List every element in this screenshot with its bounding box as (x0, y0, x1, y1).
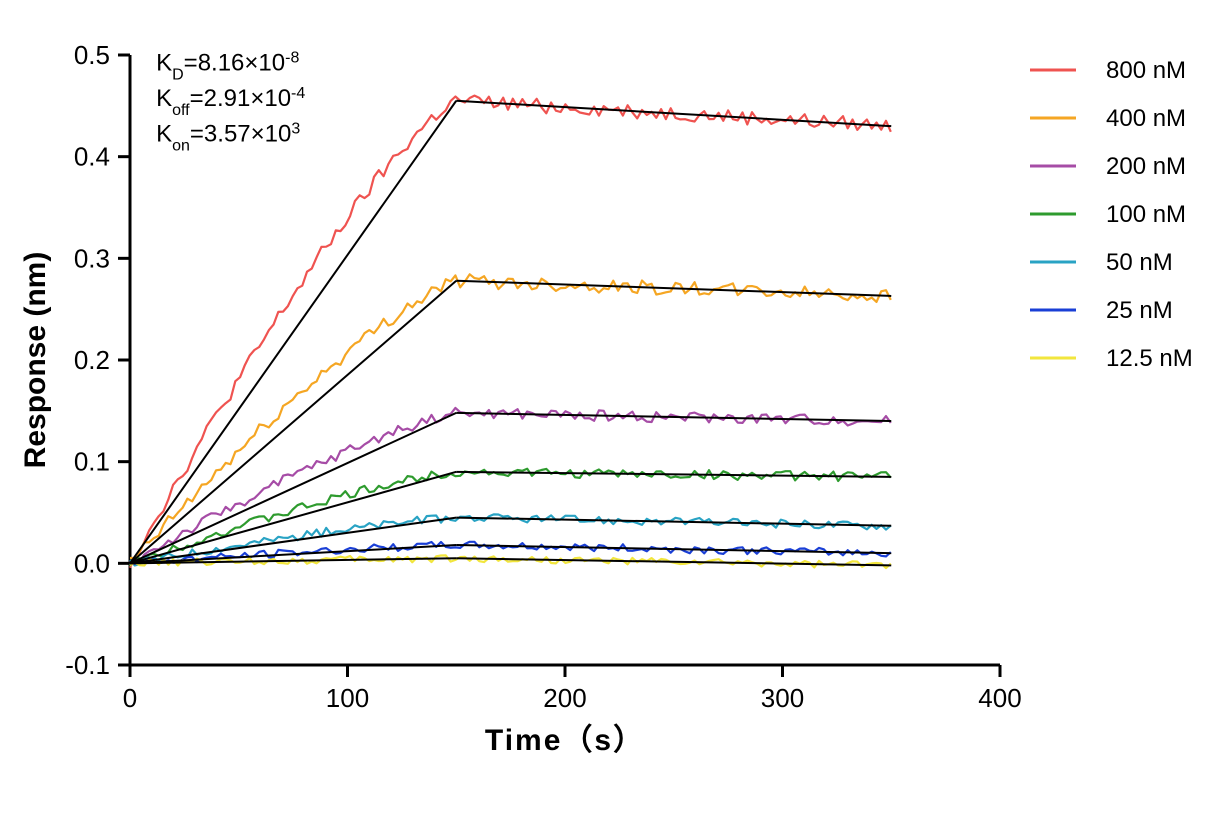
legend-label: 100 nM (1106, 201, 1186, 228)
x-tick-label: 100 (326, 683, 369, 713)
series-line (130, 96, 891, 568)
series-line (130, 408, 891, 563)
y-tick-label: 0.3 (74, 243, 110, 273)
y-tick-label: 0.1 (74, 447, 110, 477)
kinetics-annotation: Koff=2.91×10-4 (156, 84, 305, 118)
y-tick-label: 0.0 (74, 548, 110, 578)
x-tick-label: 200 (543, 683, 586, 713)
fit-line-dissoc (456, 101, 891, 126)
curves-group (130, 96, 891, 568)
y-tick-label: 0.5 (74, 40, 110, 70)
x-tick-label: 300 (761, 683, 804, 713)
legend-label: 50 nM (1106, 249, 1173, 276)
legend-label: 400 nM (1106, 105, 1186, 132)
legend-group: 800 nM 400 nM 200 nM 100 nM 50 nM 25 nM 12.5 n… (1030, 57, 1193, 372)
kinetics-annotation: Kon=3.57×103 (156, 120, 300, 154)
fit-line-dissoc (456, 558, 891, 565)
kinetics-chart: 0 100 200 300 400 Time（s） -0.1 0.0 0.1 0.2 0.3 0.4 0… (0, 0, 1230, 825)
fit-line-assoc (130, 101, 456, 564)
legend-label: 200 nM (1106, 153, 1186, 180)
fit-line-dissoc (456, 281, 891, 296)
kinetics-annotation: KD=8.16×10-8 (156, 49, 299, 83)
fit-line-dissoc (456, 545, 891, 553)
x-tick-label: 400 (978, 683, 1021, 713)
y-tick-label: 0.4 (74, 142, 110, 172)
y-axis-title: Response (nm) (19, 252, 52, 469)
legend-label: 12.5 nM (1106, 345, 1193, 372)
x-tick-label: 0 (123, 683, 137, 713)
legend-label: 25 nM (1106, 297, 1173, 324)
annotation-group: KD=8.16×10-8Koff=2.91×10-4Kon=3.57×103 (156, 49, 305, 154)
legend-label: 800 nM (1106, 57, 1186, 84)
fit-lines-group (130, 101, 891, 566)
y-tick-label: -0.1 (65, 650, 110, 680)
y-tick-label: 0.2 (74, 345, 110, 375)
x-axis-title: Time（s） (485, 723, 645, 757)
axes-group: 0 100 200 300 400 Time（s） -0.1 0.0 0.1 0.2 0.3 0.4 0… (19, 40, 1022, 757)
